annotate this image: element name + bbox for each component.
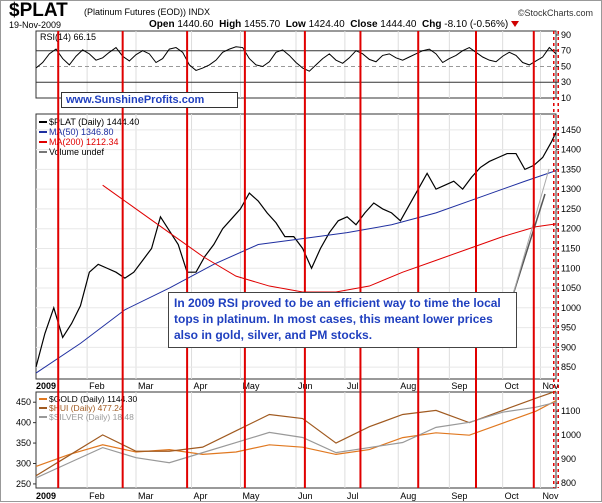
price-xtick-label: Mar — [138, 381, 154, 391]
price-xtick-label: 2009 — [36, 381, 56, 391]
comp-xtick-label: Nov — [542, 491, 559, 501]
price-xtick-label: Aug — [400, 381, 416, 391]
comp-xtick-label: Apr — [194, 491, 208, 501]
instrument-name: (Platinum Futures (EOD)) INDX — [84, 7, 211, 17]
annotation-note: In 2009 RSI proved to be an efficient wa… — [168, 292, 517, 348]
comp-series-2 — [35, 401, 557, 479]
comp-legend-label: $GOLD (Daily) 1144.30 — [49, 394, 137, 404]
price-series-2 — [102, 184, 557, 293]
price-legend-label: MA(50) 1346.80 — [49, 127, 114, 137]
price-ytick-label: 1400 — [561, 145, 581, 155]
price-ytick-label: 1050 — [561, 283, 581, 293]
symbol-title: $PLAT — [9, 0, 68, 21]
stockcharts-brand: ©StockCharts.com — [517, 8, 593, 18]
price-ytick-label: 1250 — [561, 204, 581, 214]
comp-xtick-label: Jul — [347, 491, 359, 501]
price-ytick-label: 1100 — [561, 263, 580, 273]
comp-right-ytick-label: 1000 — [561, 430, 581, 440]
price-ytick-label: 900 — [561, 342, 576, 352]
price-xtick-label: Feb — [89, 381, 105, 391]
price-ytick-label: 1350 — [561, 164, 581, 174]
quote-date: 19-Nov-2009 — [9, 20, 62, 30]
price-legend-label: $PLAT (Daily) 1444.40 — [49, 117, 139, 127]
price-series-1 — [35, 170, 557, 374]
price-ytick-label: 850 — [561, 362, 576, 372]
price-xtick-label: Sep — [451, 381, 467, 391]
comp-left-ytick-label: 250 — [16, 479, 31, 489]
price-xtick-label: Oct — [505, 381, 520, 391]
price-xtick-label: Apr — [194, 381, 208, 391]
comp-right-ytick-label: 800 — [561, 478, 576, 488]
rsi-ytick-label: 70 — [561, 46, 571, 56]
price-xtick-label: Jul — [347, 381, 359, 391]
comp-xtick-label: Sep — [451, 491, 467, 501]
comp-xtick-label: Jun — [298, 491, 313, 501]
sunshine-profits-url[interactable]: www.SunshineProfits.com — [61, 92, 238, 108]
comp-legend-label: $SILVER (Daily) 18.48 — [49, 412, 134, 422]
price-ytick-label: 950 — [561, 323, 576, 333]
comp-xtick-label: Aug — [400, 491, 416, 501]
rsi-ytick-label: 30 — [561, 77, 571, 87]
rsi-title: RSI(14) 66.15 — [40, 32, 96, 42]
comp-right-ytick-label: 900 — [561, 454, 576, 464]
rsi-ytick-label: 90 — [561, 30, 571, 40]
comp-xtick-label: May — [242, 491, 260, 501]
price-ytick-label: 1450 — [561, 125, 581, 135]
comp-right-ytick-label: 1100 — [561, 406, 580, 416]
price-xtick-label: May — [242, 381, 260, 391]
comp-series-0 — [35, 400, 557, 467]
comp-xtick-label: Mar — [138, 491, 154, 501]
ohlc-summary: Open 1440.60 High 1455.70 Low 1424.40 Cl… — [149, 19, 520, 30]
rsi-ytick-label: 50 — [561, 61, 571, 71]
price-ytick-label: 1150 — [561, 243, 580, 253]
comp-left-ytick-label: 300 — [16, 458, 31, 468]
comp-xtick-label: Oct — [505, 491, 520, 501]
comp-left-ytick-label: 400 — [16, 418, 31, 428]
price-legend-label: MA(200) 1212.34 — [49, 137, 119, 147]
rsi-ytick-label: 10 — [561, 93, 571, 103]
price-ytick-label: 1300 — [561, 184, 581, 194]
comp-left-ytick-label: 350 — [16, 438, 31, 448]
pointer-arrow — [511, 193, 546, 299]
price-legend-label: Volume undef — [49, 147, 105, 157]
pointer-arrow — [511, 168, 550, 299]
price-xtick-label: Nov — [542, 381, 559, 391]
price-ytick-label: 1200 — [561, 224, 581, 234]
price-ytick-label: 1000 — [561, 303, 581, 313]
comp-legend-label: $HUI (Daily) 477.24 — [49, 403, 124, 413]
down-arrow-icon — [511, 21, 520, 28]
comp-left-ytick-label: 450 — [16, 397, 31, 407]
comp-xtick-label: 2009 — [36, 491, 56, 501]
comp-xtick-label: Feb — [89, 491, 105, 501]
